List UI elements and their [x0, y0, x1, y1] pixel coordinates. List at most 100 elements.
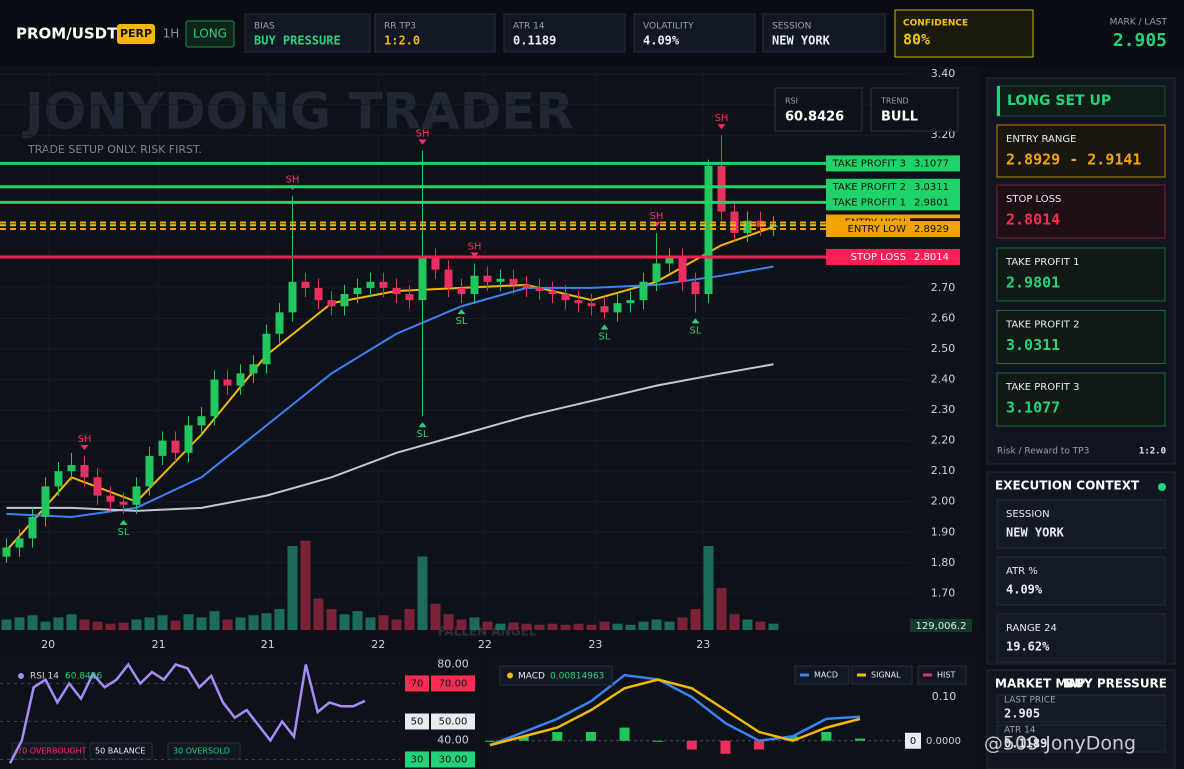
- volume-bar: [14, 617, 25, 630]
- hist-bar: [686, 740, 697, 750]
- swing-arrow: [418, 139, 427, 145]
- info-box: [996, 694, 1166, 723]
- info-value: 3.1077: [1006, 399, 1060, 417]
- candle-body: [509, 278, 518, 285]
- swing-label: SL: [118, 527, 130, 538]
- legend-entry: MACD: [814, 671, 838, 680]
- zero-label: 0.0000: [926, 736, 961, 747]
- volume-bar: [326, 609, 337, 630]
- info-box: [996, 372, 1166, 427]
- stat-box: [244, 13, 371, 53]
- y-tick-label: 2.30: [931, 403, 956, 416]
- candle-body: [119, 501, 128, 505]
- panel-value: 60.8426: [65, 672, 102, 682]
- swing-arrow: [80, 444, 89, 450]
- macd-line: [489, 678, 861, 747]
- title-box: [499, 665, 613, 686]
- hist-bar: [855, 738, 865, 741]
- level-tag: [431, 675, 475, 692]
- candle-body: [288, 281, 297, 313]
- candle-body: [171, 440, 180, 453]
- x-tick-label: 23: [588, 638, 602, 651]
- timeframe: 1H: [163, 27, 180, 41]
- candle-body: [262, 333, 271, 365]
- volume-bar: [586, 624, 597, 630]
- swing-arrow: [418, 422, 427, 428]
- volume-bar: [560, 624, 571, 630]
- confidence-box: [894, 9, 1034, 58]
- level-label: 30.00: [439, 755, 468, 766]
- volume-bar: [248, 615, 259, 630]
- level-value: 3.0311: [914, 182, 949, 193]
- setup-title-box: [996, 85, 1166, 117]
- y-tick-label: 2.20: [931, 434, 956, 447]
- candle-body: [249, 364, 258, 374]
- title-dot: [507, 672, 513, 679]
- info-box: [996, 124, 1166, 178]
- volume-bar: [170, 620, 181, 630]
- volume-bar: [105, 623, 116, 630]
- candle-body: [392, 287, 401, 295]
- volume-bar: [599, 621, 610, 630]
- level-name: TAKE PROFIT 3: [832, 158, 906, 169]
- volume-bar: [664, 621, 675, 630]
- level-label: 70.00: [439, 679, 468, 690]
- hist-bar: [619, 727, 630, 741]
- info-label: ATR 14: [1004, 726, 1036, 736]
- candle-body: [353, 287, 362, 295]
- swing-label: SH: [416, 128, 430, 139]
- indicator-value: BULL: [881, 110, 918, 125]
- watermark-title: JONYDONG TRADER: [22, 83, 574, 141]
- market-badge: [117, 24, 155, 44]
- legend-entry: SIGNAL: [871, 671, 901, 680]
- level-value: 3.1077: [914, 158, 949, 169]
- swing-label: SH: [286, 174, 300, 185]
- volume-bar: [144, 617, 155, 630]
- volume-bar: [391, 619, 402, 630]
- level-tag-text: 30: [411, 755, 424, 766]
- info-label: ENTRY RANGE: [1006, 134, 1076, 145]
- stat-label: ATR 14: [513, 22, 545, 32]
- candle-body: [626, 300, 635, 304]
- execution-title: EXECUTION CONTEXT: [995, 479, 1140, 493]
- panel-title: MACD: [518, 672, 545, 682]
- stat-box: [503, 13, 626, 53]
- hist-bar: [787, 736, 798, 741]
- zero-tag: [905, 732, 921, 749]
- level-tag: [431, 751, 475, 768]
- volume-bar: [417, 556, 428, 630]
- volume-bar: [300, 540, 311, 630]
- volume-bar: [573, 623, 584, 630]
- legend-entry: HIST: [937, 671, 955, 680]
- candle-body: [717, 165, 726, 212]
- info-box: [996, 310, 1166, 364]
- y-tick-label: 2.60: [931, 311, 956, 324]
- volume-bar: [716, 588, 727, 630]
- info-label: SESSION: [1006, 509, 1050, 520]
- volume-bar: [365, 617, 376, 630]
- volume-bar: [40, 621, 51, 630]
- indicator-label: RSI: [785, 97, 798, 106]
- candle-body: [457, 287, 466, 295]
- candle-body: [496, 278, 505, 282]
- volume-bar: [768, 623, 779, 630]
- mark-value: 2.905: [1113, 30, 1167, 51]
- candle-body: [704, 165, 713, 295]
- y-tick-label: 3.40: [931, 67, 956, 80]
- info-box: [996, 184, 1166, 239]
- info-label: TAKE PROFIT 1: [1005, 257, 1079, 268]
- y-tick-label: 2.10: [931, 464, 956, 477]
- candle-body: [691, 281, 700, 295]
- swing-label: SL: [417, 429, 429, 440]
- level-name: TAKE PROFIT 1: [832, 197, 906, 208]
- candle-body: [158, 440, 167, 456]
- candle-body: [197, 416, 206, 426]
- hist-bar: [653, 740, 664, 742]
- volume-bar: [508, 622, 519, 630]
- stat-label: SESSION: [772, 22, 811, 32]
- candle-body: [15, 538, 24, 548]
- info-value: 2.905: [1004, 707, 1040, 721]
- candle-body: [275, 312, 284, 334]
- level-tag-text: 70: [411, 679, 424, 690]
- stat-value: NEW YORK: [772, 34, 831, 48]
